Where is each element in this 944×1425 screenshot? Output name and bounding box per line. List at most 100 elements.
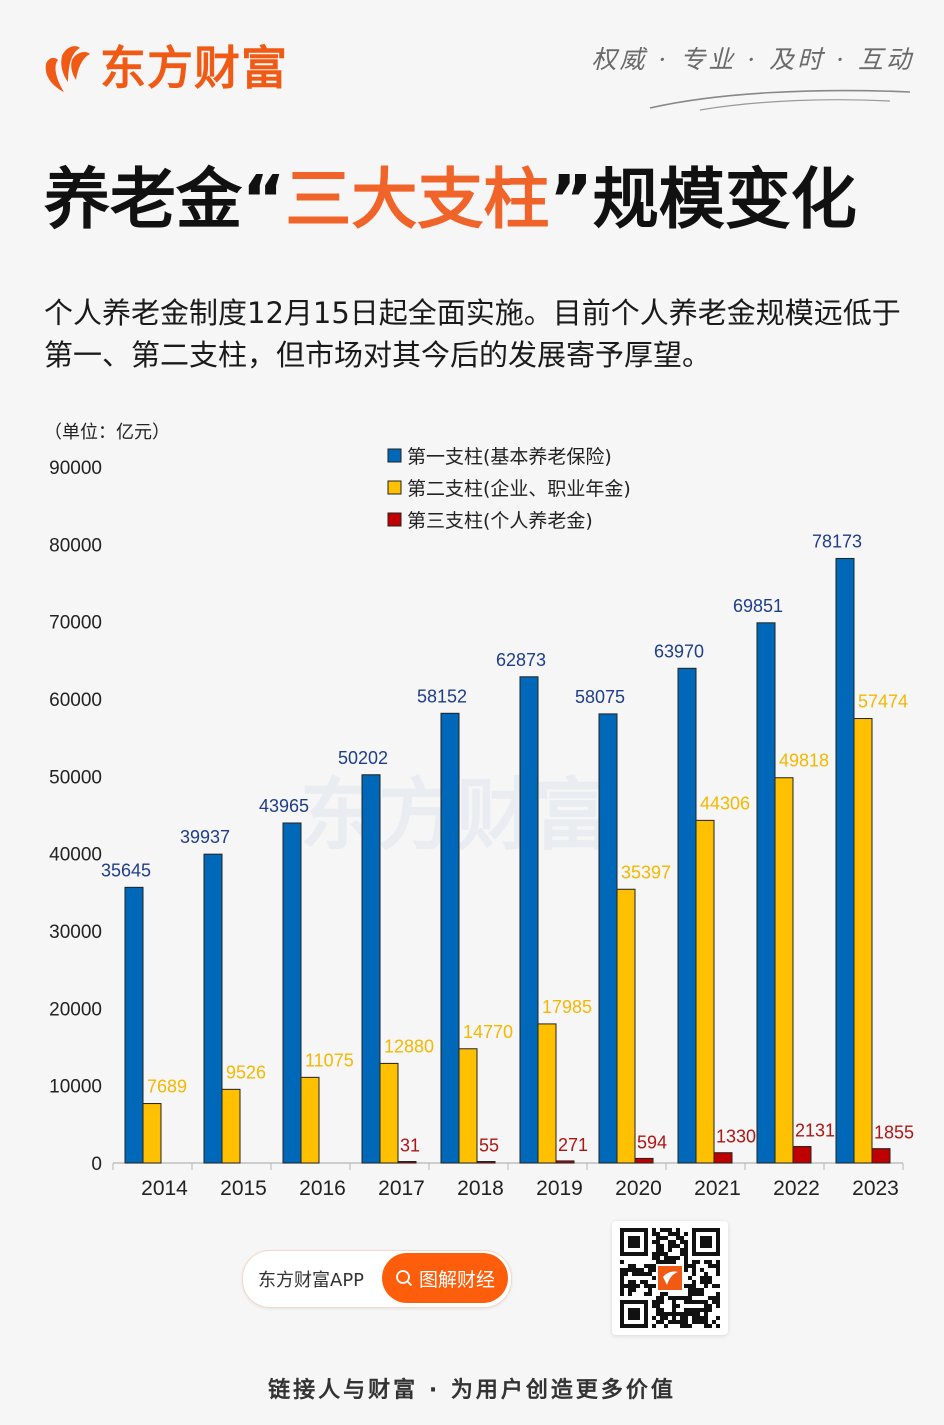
data-label-series2: 7689 <box>147 1077 187 1097</box>
header-slogan: 权威 · 专业 · 及时 · 互动 <box>591 45 914 74</box>
subtitle: 个人养老金制度12月15日起全面实施。目前个人养老金规模远低于第一、第二支柱，但… <box>44 296 901 372</box>
bar-series1 <box>835 557 855 1164</box>
title-open-quote: “ <box>242 161 286 238</box>
x-tick-label: 2014 <box>141 1177 188 1200</box>
y-tick-label: 10000 <box>49 1077 102 1098</box>
bar-series2 <box>774 777 794 1164</box>
y-tick-label: 80000 <box>49 535 102 556</box>
data-label-series2: 49818 <box>779 751 829 771</box>
bar-series1 <box>361 774 381 1164</box>
data-label-series1: 50202 <box>338 748 388 768</box>
bar-series2 <box>537 1023 557 1164</box>
data-label-series1: 35645 <box>101 860 151 880</box>
brand-logo: 东方财富 <box>42 42 288 94</box>
legend-label: 第二支柱(企业、职业年金) <box>407 478 631 500</box>
data-label-series1: 43965 <box>259 796 309 816</box>
data-label-series3: 55 <box>479 1136 499 1156</box>
y-tick-label: 30000 <box>49 922 102 943</box>
data-label-series2: 44306 <box>700 793 750 813</box>
data-label-series1: 63970 <box>654 641 704 661</box>
bar-series2 <box>300 1076 320 1164</box>
bar-series2 <box>853 718 873 1164</box>
x-tick-label: 2021 <box>694 1177 741 1200</box>
data-label-series3: 31 <box>400 1136 420 1156</box>
bar-series1 <box>124 886 144 1164</box>
y-axis: 0 10000 20000 30000 40000 50000 60000 70000 8000… <box>49 458 102 1175</box>
x-tick-label: 2020 <box>615 1177 662 1200</box>
bar-series1 <box>440 712 460 1164</box>
y-tick-label: 90000 <box>49 458 102 479</box>
brand-name: 东方财富 <box>100 41 288 95</box>
data-label-series2: 9526 <box>226 1062 266 1082</box>
legend-swatch <box>387 448 402 463</box>
y-tick-label: 0 <box>91 1154 102 1175</box>
data-label-series2: 17985 <box>542 997 592 1017</box>
data-label-series3: 271 <box>558 1135 588 1155</box>
x-tick-label: 2015 <box>220 1177 267 1200</box>
page-title: 养老金“三大支柱”规模变化 <box>44 160 857 240</box>
data-label-series1: 69851 <box>733 596 783 616</box>
legend-label: 第三支柱(个人养老金) <box>407 510 593 532</box>
bar-series3 <box>397 1161 417 1164</box>
data-label-series3: 2131 <box>795 1121 835 1141</box>
data-label-series2: 14770 <box>463 1022 513 1042</box>
bar-series2 <box>142 1103 162 1164</box>
x-tick-label: 2017 <box>378 1177 425 1200</box>
bar-series1 <box>519 676 539 1164</box>
x-tick-label: 2018 <box>457 1177 504 1200</box>
title-prefix: 养老金 <box>44 161 242 238</box>
bar-series2 <box>458 1048 478 1164</box>
y-tick-label: 50000 <box>49 767 102 788</box>
x-tick-label: 2016 <box>299 1177 346 1200</box>
x-tick-label: 2019 <box>536 1177 583 1200</box>
qr-code-image <box>620 1228 720 1328</box>
bar-series1 <box>598 713 618 1164</box>
bar-series3 <box>713 1152 733 1164</box>
data-label-series2: 57474 <box>858 692 908 712</box>
data-label-series1: 39937 <box>180 827 230 847</box>
data-label-series2: 11075 <box>305 1050 354 1070</box>
bar-series3 <box>871 1148 891 1164</box>
data-label-series2: 12880 <box>384 1036 434 1056</box>
legend-label: 第一支柱(基本养老保险) <box>407 446 612 468</box>
bar-series1 <box>282 822 302 1164</box>
search-button-label: 图解财经 <box>418 1268 495 1291</box>
x-axis: 2014 2015 2016 2017 2018 2019 2020 2021 2022 2023 <box>112 1162 904 1200</box>
search-button[interactable]: 图解财经 <box>382 1253 508 1303</box>
bar-series2 <box>616 888 636 1164</box>
brand-flame-icon <box>45 46 90 92</box>
data-label-series3: 594 <box>637 1132 667 1152</box>
qr-code <box>612 1221 728 1335</box>
x-tick-label: 2022 <box>773 1177 820 1200</box>
bar-series1 <box>756 622 776 1164</box>
bar-series2 <box>695 819 715 1164</box>
bar-series3 <box>792 1146 812 1164</box>
y-tick-label: 20000 <box>49 999 102 1020</box>
legend-swatch <box>387 480 402 495</box>
swoosh-decoration <box>649 89 911 111</box>
legend: 第一支柱(基本养老保险) 第二支柱(企业、职业年金) 第三支柱(个人养老金) <box>387 446 631 532</box>
data-label-series3: 1855 <box>874 1123 914 1143</box>
title-suffix: 规模变化 <box>592 161 857 238</box>
footer-slogan: 链接人与财富 · 为用户创造更多价值 <box>268 1378 676 1403</box>
bar-series2 <box>221 1088 241 1164</box>
data-label-series1: 78173 <box>812 531 862 551</box>
y-tick-label: 40000 <box>49 845 102 866</box>
bars <box>124 557 891 1164</box>
unit-label: （单位：亿元） <box>44 422 170 443</box>
data-label-series2: 35397 <box>621 862 671 882</box>
bar-series1 <box>203 853 223 1164</box>
search-icon <box>396 1270 413 1287</box>
data-label-series1: 58152 <box>417 686 467 706</box>
data-labels: 35645 39937 43965 50202 58152 62873 58075 63970… <box>101 531 914 1155</box>
bar-series1 <box>677 667 697 1164</box>
data-label-series1: 62873 <box>496 650 546 670</box>
title-close-quote: ” <box>549 161 593 238</box>
bar-series3 <box>476 1161 496 1164</box>
bar-chart: 东方财富 01000020000300004000050000600007000… <box>49 446 914 1200</box>
x-tick-label: 2023 <box>852 1177 899 1200</box>
data-label-series3: 1330 <box>716 1127 756 1147</box>
bar-series3 <box>634 1157 654 1164</box>
y-tick-label: 60000 <box>49 690 102 711</box>
title-highlight: 三大支柱 <box>285 161 550 238</box>
